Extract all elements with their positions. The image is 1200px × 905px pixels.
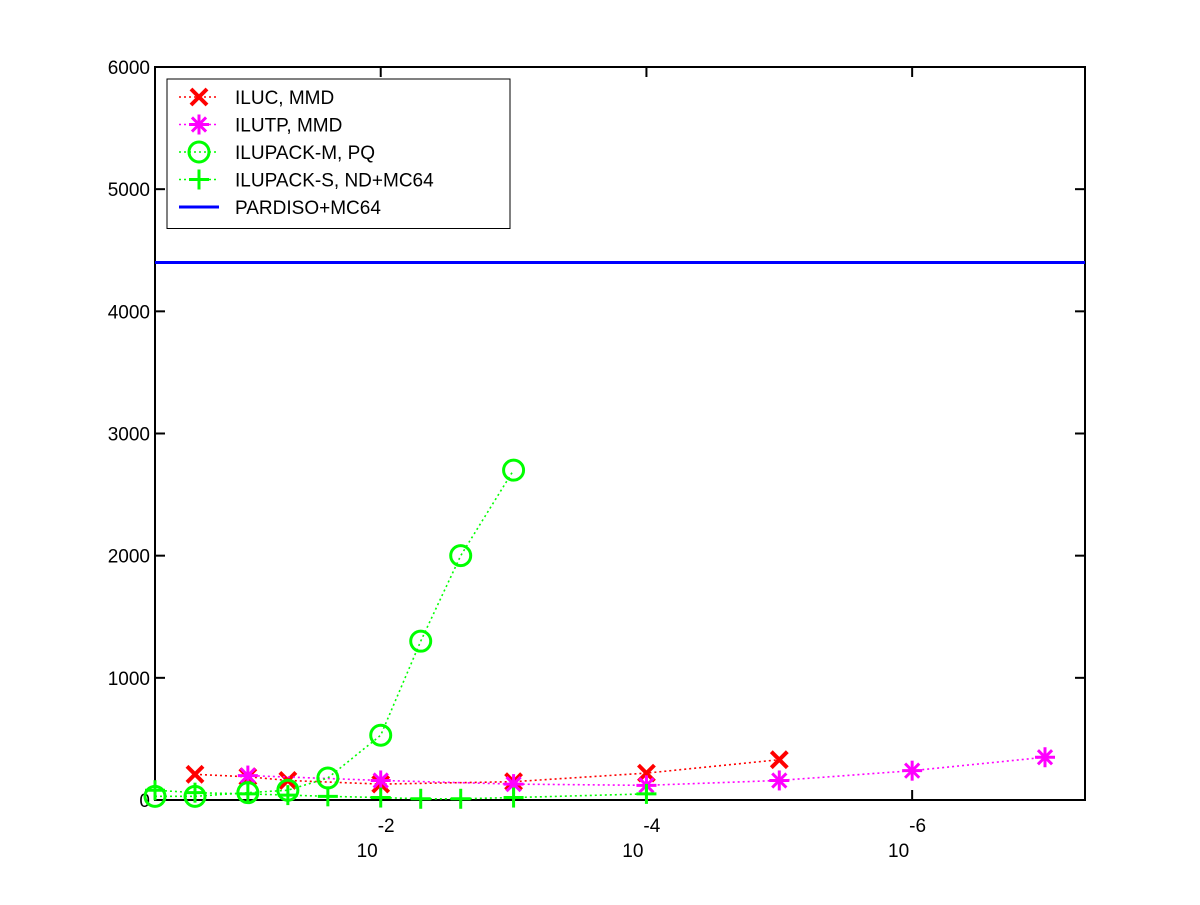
legend-label-2: ILUPACK-M, PQ [235,143,375,164]
legend-label-3: ILUPACK-S, ND+MC64 [235,171,434,192]
legend-entry-2: ILUPACK-M, PQ [179,140,375,164]
legend-entry-1: ILUTP, MMD [179,114,342,137]
series-3 [145,780,657,809]
series-point-1 [904,762,921,779]
legend-marker-2 [187,140,211,164]
series-point-2 [502,458,526,482]
series-point-1 [771,772,788,789]
y-tick-label: 0 [139,791,150,812]
legend-marker-0 [189,87,209,107]
legend: ILUC, MMD ILUTP, MMD ILUPACK-M, PQ ILUPACK-… [166,78,511,229]
y-tick-label: 2000 [108,547,150,568]
legend-entry-3: ILUPACK-S, ND+MC64 [179,169,434,192]
y-tick-label: 6000 [108,58,150,79]
y-tick-label: 5000 [108,180,150,201]
x-tick-base: 10 [622,841,643,862]
series-line-3 [154,789,647,800]
series-point-2 [369,723,393,747]
series-point-0 [769,750,789,770]
legend-label-0: ILUC, MMD [235,88,334,109]
x-tick-exponent: -4 [643,816,660,837]
series-point-1 [239,767,256,784]
legend-entry-4: PARDISO+MC64 [179,198,381,219]
x-tick-exponent: -6 [909,816,926,837]
legend-box [166,78,511,229]
legend-entry-0: ILUC, MMD [179,87,334,109]
series-point-1 [505,775,522,793]
series-layer [143,260,1085,809]
x-tick-exponent: -2 [378,816,395,837]
series-point-0 [185,764,205,784]
series-point-1 [1036,749,1054,766]
y-tick-label: 4000 [108,302,150,323]
y-tick-label: 1000 [108,669,150,690]
legend-marker-1 [190,116,208,133]
x-tick-base: 10 [357,841,378,862]
series-point-2 [449,544,473,568]
legend-label-4: PARDISO+MC64 [235,198,381,219]
series-point-1 [372,772,389,789]
legend-label-1: ILUTP, MMD [235,116,342,137]
x-tick-base: 10 [888,841,909,862]
y-tick-label: 3000 [108,425,150,446]
series-point-2 [409,629,433,653]
